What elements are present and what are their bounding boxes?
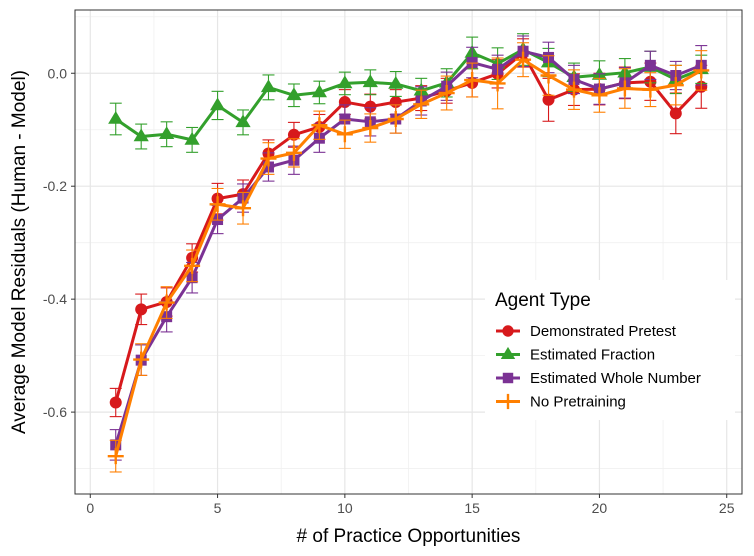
x-tick-label: 0 <box>86 500 94 516</box>
data-point <box>109 396 122 409</box>
data-point <box>158 294 175 311</box>
legend-item: Estimated Whole Number <box>496 370 701 387</box>
data-point <box>336 126 353 143</box>
x-tick-label: 20 <box>592 500 608 516</box>
data-point <box>642 81 659 98</box>
legend-label: Estimated Whole Number <box>530 370 701 387</box>
x-tick-label: 10 <box>337 500 353 516</box>
data-point <box>209 196 226 213</box>
data-point <box>287 128 300 141</box>
data-point <box>438 85 455 102</box>
data-point <box>669 107 682 120</box>
data-point <box>107 448 124 465</box>
legend-label: Demonstrated Pretest <box>530 323 677 340</box>
data-point <box>364 100 377 113</box>
data-point <box>362 74 378 88</box>
data-point <box>133 128 149 142</box>
axes: 0 5 10 15 20 25 -0.6 -0.4 -0.2 0.0 <box>43 65 735 516</box>
grid <box>75 10 742 494</box>
data-point <box>693 62 710 79</box>
legend-items: Demonstrated Pretest Estimated Fraction Es… <box>496 323 701 411</box>
data-point <box>489 75 506 92</box>
legend-item: No Pretraining <box>496 394 626 411</box>
legend-key-marker <box>500 393 516 410</box>
data-point <box>542 93 555 106</box>
data-point <box>209 97 226 111</box>
data-point <box>108 110 124 124</box>
y-tick-label: -0.4 <box>43 291 67 307</box>
x-tick-label: 5 <box>214 500 222 516</box>
data-point <box>260 79 277 93</box>
legend-key-marker <box>502 325 514 337</box>
legend-label: Estimated Fraction <box>530 347 655 364</box>
data-point <box>235 114 251 128</box>
data-point <box>540 67 557 84</box>
x-axis-title: # of Practice Opportunities <box>297 526 521 547</box>
data-point <box>464 72 481 89</box>
legend-item: Estimated Fraction <box>496 347 655 364</box>
y-tick-label: -0.2 <box>43 178 67 194</box>
data-point <box>184 131 200 145</box>
y-tick-label: 0.0 <box>48 65 68 81</box>
data-point <box>413 96 430 113</box>
data-point <box>337 75 353 89</box>
data-point <box>515 51 532 68</box>
data-point <box>235 200 252 217</box>
data-point <box>339 113 351 125</box>
legend-key-marker <box>502 372 514 384</box>
data-point <box>616 80 633 97</box>
legend: Agent Type Demonstrated Pretest Estimated… <box>485 280 735 420</box>
data-point <box>362 120 379 137</box>
data-point <box>159 126 175 140</box>
legend-background <box>485 280 735 420</box>
series-no-pretraining <box>107 42 710 473</box>
data-point <box>184 257 201 274</box>
data-point <box>133 351 150 368</box>
y-axis-title: Average Model Residuals (Human - Model) <box>9 70 30 434</box>
x-tick-label: 25 <box>719 500 735 516</box>
series-layer <box>107 33 710 473</box>
data-point <box>285 144 302 161</box>
data-point <box>388 75 404 89</box>
y-tick-label: -0.6 <box>43 404 67 420</box>
data-point <box>135 303 148 316</box>
legend-item: Demonstrated Pretest <box>496 323 677 340</box>
legend-title: Agent Type <box>495 290 591 311</box>
data-point <box>260 150 277 167</box>
data-point <box>565 81 582 98</box>
data-point <box>466 57 478 69</box>
panel-border <box>74 9 743 495</box>
data-point <box>644 59 656 71</box>
data-point <box>387 110 404 127</box>
data-point <box>591 87 608 104</box>
data-point <box>286 87 302 101</box>
data-point <box>667 77 684 94</box>
legend-label: No Pretraining <box>530 394 626 411</box>
data-point <box>311 117 328 134</box>
data-point <box>311 84 327 98</box>
legend-key-marker <box>500 346 516 360</box>
x-tick-label: 15 <box>464 500 480 516</box>
